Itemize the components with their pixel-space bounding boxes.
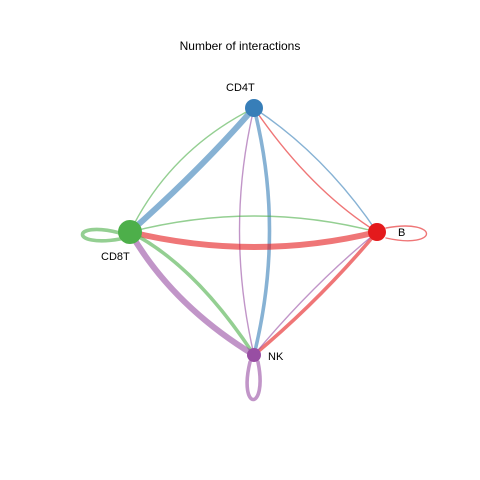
edge-b-to-cd8t (130, 232, 377, 247)
edge-b-to-nk (254, 232, 377, 355)
edge-cd8t-to-b (130, 216, 377, 232)
edge-cd4t-to-nk (254, 108, 270, 355)
node-label-b: B (398, 227, 405, 239)
node-nk (247, 348, 261, 362)
node-layer (118, 99, 386, 362)
edge-b-to-cd4t (254, 108, 377, 232)
edge-nk-to-b (254, 232, 377, 355)
edge-b-to-b (386, 226, 427, 241)
node-b (368, 223, 386, 241)
node-label-cd8t: CD8T (101, 251, 130, 263)
node-cd4t (245, 99, 263, 117)
node-cd8t (118, 220, 142, 244)
edge-nk-to-nk (247, 362, 260, 400)
node-label-cd4t: CD4T (226, 82, 255, 94)
edge-nk-to-cd8t (130, 232, 254, 355)
edge-cd8t-to-cd8t (83, 229, 121, 240)
edge-cd8t-to-nk (130, 232, 254, 355)
edge-cd4t-to-b (254, 108, 377, 232)
edge-cd4t-to-cd8t (130, 108, 254, 232)
node-label-nk: NK (268, 351, 283, 363)
edge-nk-to-cd4t (240, 108, 255, 355)
